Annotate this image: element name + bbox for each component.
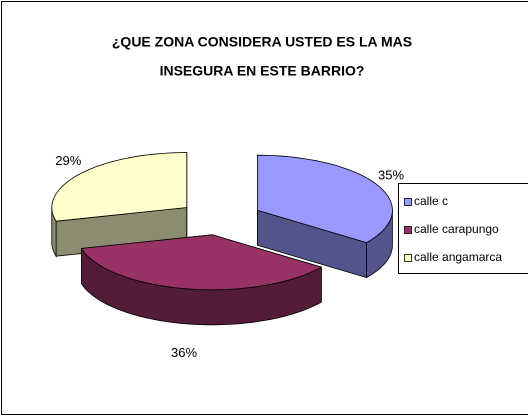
data-label: 36% <box>171 345 197 360</box>
data-label: 29% <box>55 153 81 168</box>
legend-label: calle carapungo <box>414 222 499 236</box>
legend-swatch <box>404 226 412 234</box>
legend-swatch <box>404 198 412 206</box>
legend-label: calle angamarca <box>414 250 502 264</box>
legend-label: calle c <box>414 194 448 208</box>
chart-title: INSEGURA EN ESTE BARRIO? <box>160 63 365 79</box>
slice <box>51 152 188 222</box>
slice <box>80 234 323 291</box>
legend-swatch <box>404 254 412 262</box>
chart-title: ¿QUE ZONA CONSIDERA USTED ES LA MAS <box>112 34 412 50</box>
data-label: 35% <box>378 168 404 183</box>
legend-box <box>398 183 528 274</box>
slice <box>257 154 393 244</box>
